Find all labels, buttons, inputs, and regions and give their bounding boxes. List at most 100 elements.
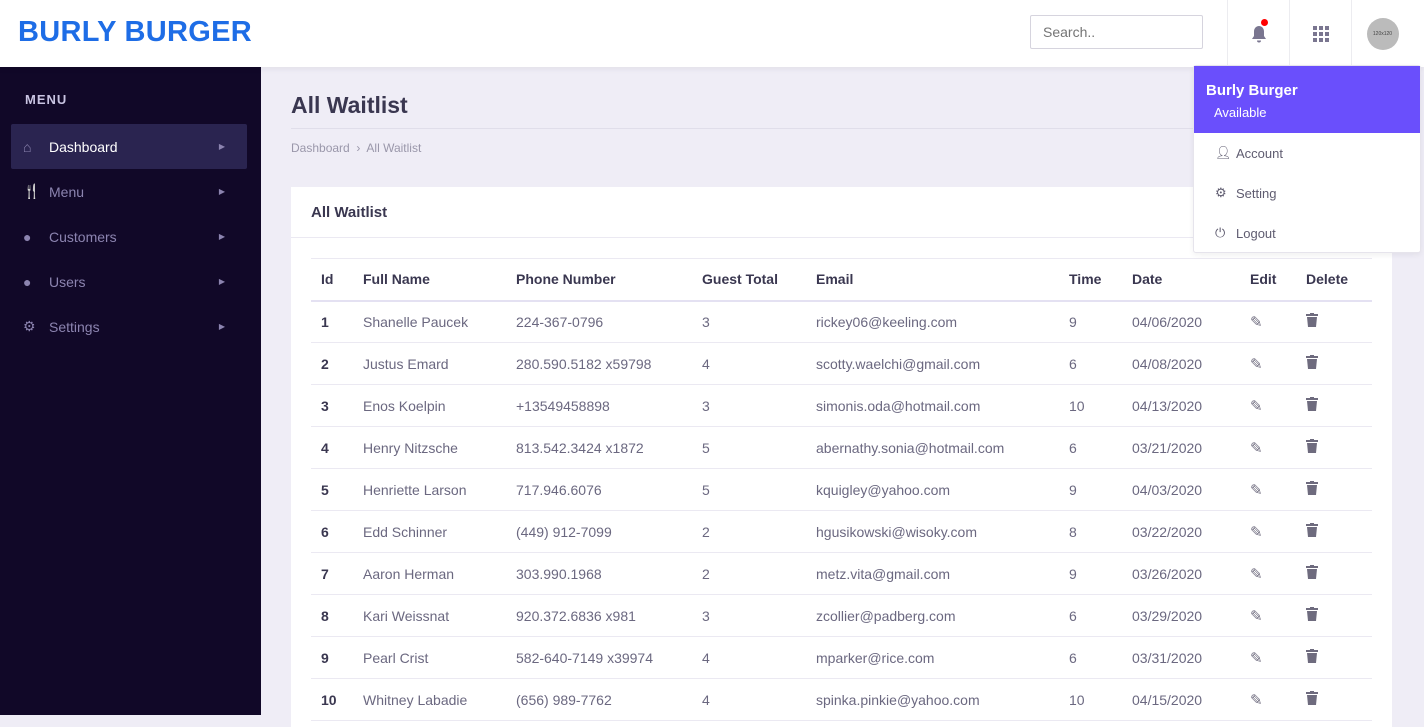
table-row: 9 Pearl Crist 582-640-7149 x39974 4 mparker@… [311,636,1372,679]
dropdown-item-logout[interactable]: ⏻ Logout [1194,213,1420,253]
delete-button[interactable] [1296,384,1372,427]
user-circle-icon: ● [23,228,32,245]
bell-icon [1251,25,1266,42]
dropdown-item-label: Setting [1236,185,1277,201]
edit-button[interactable]: ✎ [1240,300,1296,343]
edit-icon[interactable]: ✎ [1250,523,1263,541]
trash-icon[interactable] [1306,649,1318,663]
cell-phone: 582-640-7149 x39974 [506,636,692,679]
cell-phone: 224-367-0796 [506,300,692,343]
delete-button[interactable] [1296,300,1372,343]
cell-date: 04/03/2020 [1122,468,1240,511]
profile-button[interactable]: 120x120 [1351,0,1413,67]
cell-guest-total: 5 [692,426,806,469]
chevron-right-icon: ▶ [218,322,225,331]
cell-time: 9 [1059,300,1122,343]
cell-date: 04/15/2020 [1122,678,1240,721]
sidebar-item-dashboard[interactable]: ⌂ Dashboard ▶ [11,124,247,169]
sidebar-item-menu[interactable]: 🍴 Menu ▶ [11,169,247,214]
delete-button[interactable] [1296,678,1372,721]
cell-full-name: Henry Nitzsche [353,426,506,469]
edit-button[interactable]: ✎ [1240,510,1296,553]
profile-name: Burly Burger [1206,82,1298,99]
cell-email: hgusikowski@wisoky.com [806,510,1059,553]
cell-time: 10 [1059,678,1122,721]
edit-icon[interactable]: ✎ [1250,691,1263,709]
column-header: Guest Total [692,258,806,302]
sidebar-item-settings[interactable]: ⚙ Settings ▶ [11,304,247,349]
table-row: 4 Henry Nitzsche 813.542.3424 x1872 5 aberna… [311,426,1372,469]
trash-icon[interactable] [1306,439,1318,453]
edit-button[interactable]: ✎ [1240,636,1296,679]
waitlist-table: Id Full Name Phone Number Guest Total Email T… [311,258,1372,721]
cell-full-name: Henriette Larson [353,468,506,511]
trash-icon[interactable] [1306,313,1318,328]
breadcrumb-current: All Waitlist [366,141,422,155]
cell-time: 6 [1059,594,1122,637]
card-title: All Waitlist [311,204,388,221]
cell-time: 9 [1059,552,1122,595]
notifications-button[interactable] [1227,0,1289,67]
cell-id: 3 [311,384,353,427]
page-title: All Waitlist [291,92,408,118]
edit-button[interactable]: ✎ [1240,342,1296,385]
edit-button[interactable]: ✎ [1240,384,1296,427]
table-row: 3 Enos Koelpin +13549458898 3 simonis.oda@ho… [311,384,1372,427]
edit-button[interactable]: ✎ [1240,468,1296,511]
sidebar-item-label: Settings [49,318,100,335]
edit-icon[interactable]: ✎ [1250,565,1263,583]
edit-button[interactable]: ✎ [1240,426,1296,469]
dropdown-item-account[interactable]: 👤︎ Account [1194,133,1420,173]
trash-icon[interactable] [1306,523,1318,537]
cell-email: rickey06@keeling.com [806,300,1059,343]
cell-phone: (449) 912-7099 [506,510,692,553]
delete-button[interactable] [1296,342,1372,385]
column-header: Delete [1296,258,1372,302]
logo[interactable]: BURLY BURGER [18,16,253,48]
trash-icon[interactable] [1306,691,1318,705]
cell-phone: (656) 989-7762 [506,678,692,721]
cell-full-name: Enos Koelpin [353,384,506,427]
chevron-right-icon: ▶ [218,232,225,241]
cell-full-name: Shanelle Paucek [353,300,506,343]
delete-button[interactable] [1296,510,1372,553]
trash-icon[interactable] [1306,355,1318,369]
utensils-icon: 🍴 [23,183,41,199]
sidebar-item-customers[interactable]: ● Customers ▶ [11,214,247,259]
edit-button[interactable]: ✎ [1240,552,1296,595]
trash-icon[interactable] [1306,565,1318,579]
power-icon: ⏻ [1215,225,1226,240]
cell-id: 8 [311,594,353,637]
delete-button[interactable] [1296,552,1372,595]
trash-icon[interactable] [1306,397,1318,411]
edit-icon[interactable]: ✎ [1250,649,1263,667]
grid-icon [1312,25,1329,42]
waitlist-card: All Waitlist Id Full Name Phone Number Gues… [291,187,1392,727]
delete-button[interactable] [1296,468,1372,511]
edit-icon[interactable]: ✎ [1250,355,1263,373]
edit-icon[interactable]: ✎ [1250,397,1263,415]
dropdown-item-setting[interactable]: ⚙ Setting [1194,173,1420,213]
delete-button[interactable] [1296,426,1372,469]
edit-button[interactable]: ✎ [1240,678,1296,721]
search-input[interactable] [1030,15,1203,49]
breadcrumb-dashboard[interactable]: Dashboard [291,141,350,155]
edit-icon[interactable]: ✎ [1250,313,1263,331]
cell-email: simonis.oda@hotmail.com [806,384,1059,427]
edit-icon[interactable]: ✎ [1250,439,1263,457]
dropdown-item-label: Account [1236,145,1283,161]
apps-button[interactable] [1289,0,1351,67]
cell-time: 6 [1059,342,1122,385]
cell-id: 2 [311,342,353,385]
column-header: Email [806,258,1059,302]
trash-icon[interactable] [1306,607,1318,621]
delete-button[interactable] [1296,636,1372,679]
divider [291,128,1391,129]
sidebar-item-users[interactable]: ● Users ▶ [11,259,247,304]
edit-icon[interactable]: ✎ [1250,607,1263,625]
edit-icon[interactable]: ✎ [1250,481,1263,499]
delete-button[interactable] [1296,594,1372,637]
edit-button[interactable]: ✎ [1240,594,1296,637]
cell-phone: 280.590.5182 x59798 [506,342,692,385]
trash-icon[interactable] [1306,481,1318,495]
